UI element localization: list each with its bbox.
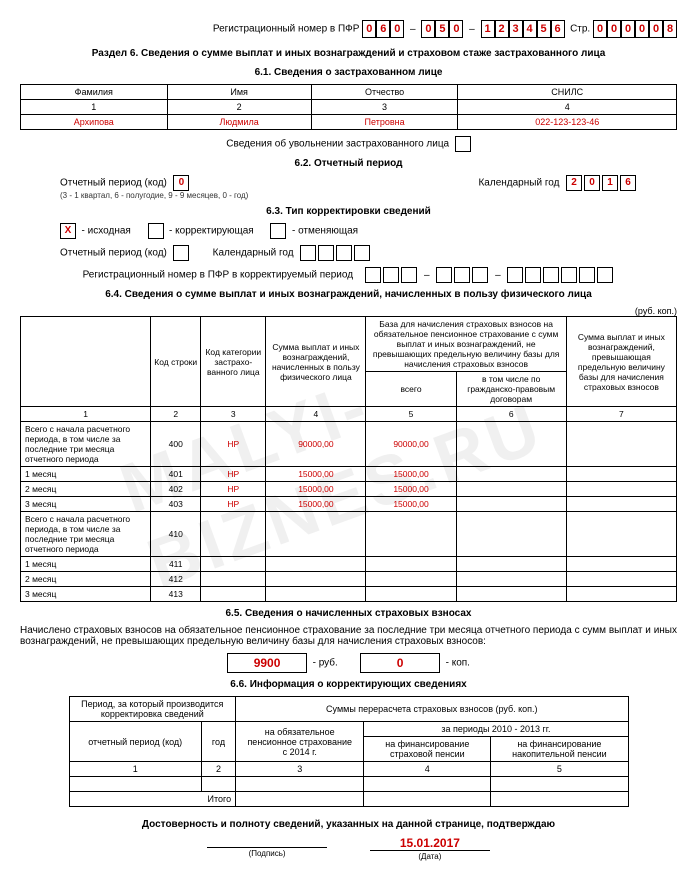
s66-title: 6.6. Информация о корректирующих сведени… [20, 679, 677, 690]
digit-box: 0 [362, 20, 376, 38]
period-val[interactable]: 0 [173, 175, 189, 191]
date-value: 15.01.2017 [370, 836, 490, 851]
digit-box: 0 [621, 20, 635, 38]
corr-period[interactable] [173, 245, 189, 261]
col-snils: СНИЛС [458, 85, 677, 100]
digit-box: 0 [607, 20, 621, 38]
year-digit[interactable]: 2 [566, 175, 582, 191]
digit-box: 0 [390, 20, 404, 38]
table-row: 2 месяц402НР15000,0015000,00 [21, 482, 677, 497]
digit-box: 6 [551, 20, 565, 38]
table-row: 3 месяц403НР15000,0015000,00 [21, 497, 677, 512]
digit-box: 0 [635, 20, 649, 38]
confirm-text: Достоверность и полноту сведений, указан… [20, 819, 677, 830]
s66-table: Период, за который производится корректи… [69, 696, 629, 807]
dismiss-checkbox[interactable] [455, 136, 471, 152]
digit-box: 0 [421, 20, 435, 38]
opt-check-2[interactable] [270, 223, 286, 239]
s64-title: 6.4. Сведения о сумме выплат и иных возн… [20, 289, 677, 300]
digit-box: 5 [537, 20, 551, 38]
page-label: Стр. [570, 24, 590, 35]
year-label: Календарный год [478, 178, 559, 189]
signature-line[interactable] [207, 836, 327, 848]
kop-box[interactable]: 0 [360, 653, 440, 673]
col-fam: Фамилия [21, 85, 168, 100]
digit-box: 5 [435, 20, 449, 38]
digit-box: 3 [509, 20, 523, 38]
dismiss-label: Сведения об увольнении застрахованного л… [226, 139, 449, 150]
digit-box: 0 [649, 20, 663, 38]
s61-table: Фамилия Имя Отчество СНИЛС 1 2 3 4 Архип… [20, 84, 677, 130]
table-row: 1 месяц401НР15000,0015000,00 [21, 467, 677, 482]
reg-label: Регистрационный номер в ПФР [213, 24, 360, 35]
val-fam: Архипова [21, 115, 168, 130]
digit-box: 2 [495, 20, 509, 38]
table-row: 1 месяц411 [21, 557, 677, 572]
val-name: Людмила [167, 115, 311, 130]
table-row: 2 месяц412 [21, 572, 677, 587]
digit-box: 0 [449, 20, 463, 38]
col-patr: Отчество [311, 85, 458, 100]
table-row: Всего с начала расчетного периода, в том… [21, 422, 677, 467]
period-note: (3 - 1 квартал, 6 - полугодие, 9 - 9 мес… [60, 191, 248, 200]
s65-title: 6.5. Сведения о начисленных страховых вз… [20, 608, 677, 619]
table-row: 3 месяц413 [21, 587, 677, 602]
unit-label: (руб. коп.) [20, 306, 677, 316]
period-label: Отчетный период (код) [60, 178, 167, 189]
digit-box: 6 [376, 20, 390, 38]
s64-table: Код строки Код категории застрахо-ванног… [20, 316, 677, 602]
digit-box: 0 [593, 20, 607, 38]
opt-check-1[interactable] [148, 223, 164, 239]
rub-box[interactable]: 9900 [227, 653, 307, 673]
section-title: Раздел 6. Сведения о сумме выплат и иных… [20, 48, 677, 59]
year-digit[interactable]: 1 [602, 175, 618, 191]
year-digit[interactable]: 0 [584, 175, 600, 191]
opt-check-0[interactable]: X [60, 223, 76, 239]
year-digit[interactable]: 6 [620, 175, 636, 191]
digit-box: 4 [523, 20, 537, 38]
digit-box: 1 [481, 20, 495, 38]
header-row: Регистрационный номер в ПФР 060 – 050 – … [20, 20, 677, 38]
col-name: Имя [167, 85, 311, 100]
s61-title: 6.1. Сведения о застрахованном лице [20, 67, 677, 78]
s62-title: 6.2. Отчетный период [20, 158, 677, 169]
table-row: Всего с начала расчетного периода, в том… [21, 512, 677, 557]
s63-title: 6.3. Тип корректировки сведений [20, 206, 677, 217]
val-patr: Петровна [311, 115, 458, 130]
s65-text: Начислено страховых взносов на обязатель… [20, 625, 677, 647]
digit-box: 8 [663, 20, 677, 38]
val-snils: 022-123-123-46 [458, 115, 677, 130]
